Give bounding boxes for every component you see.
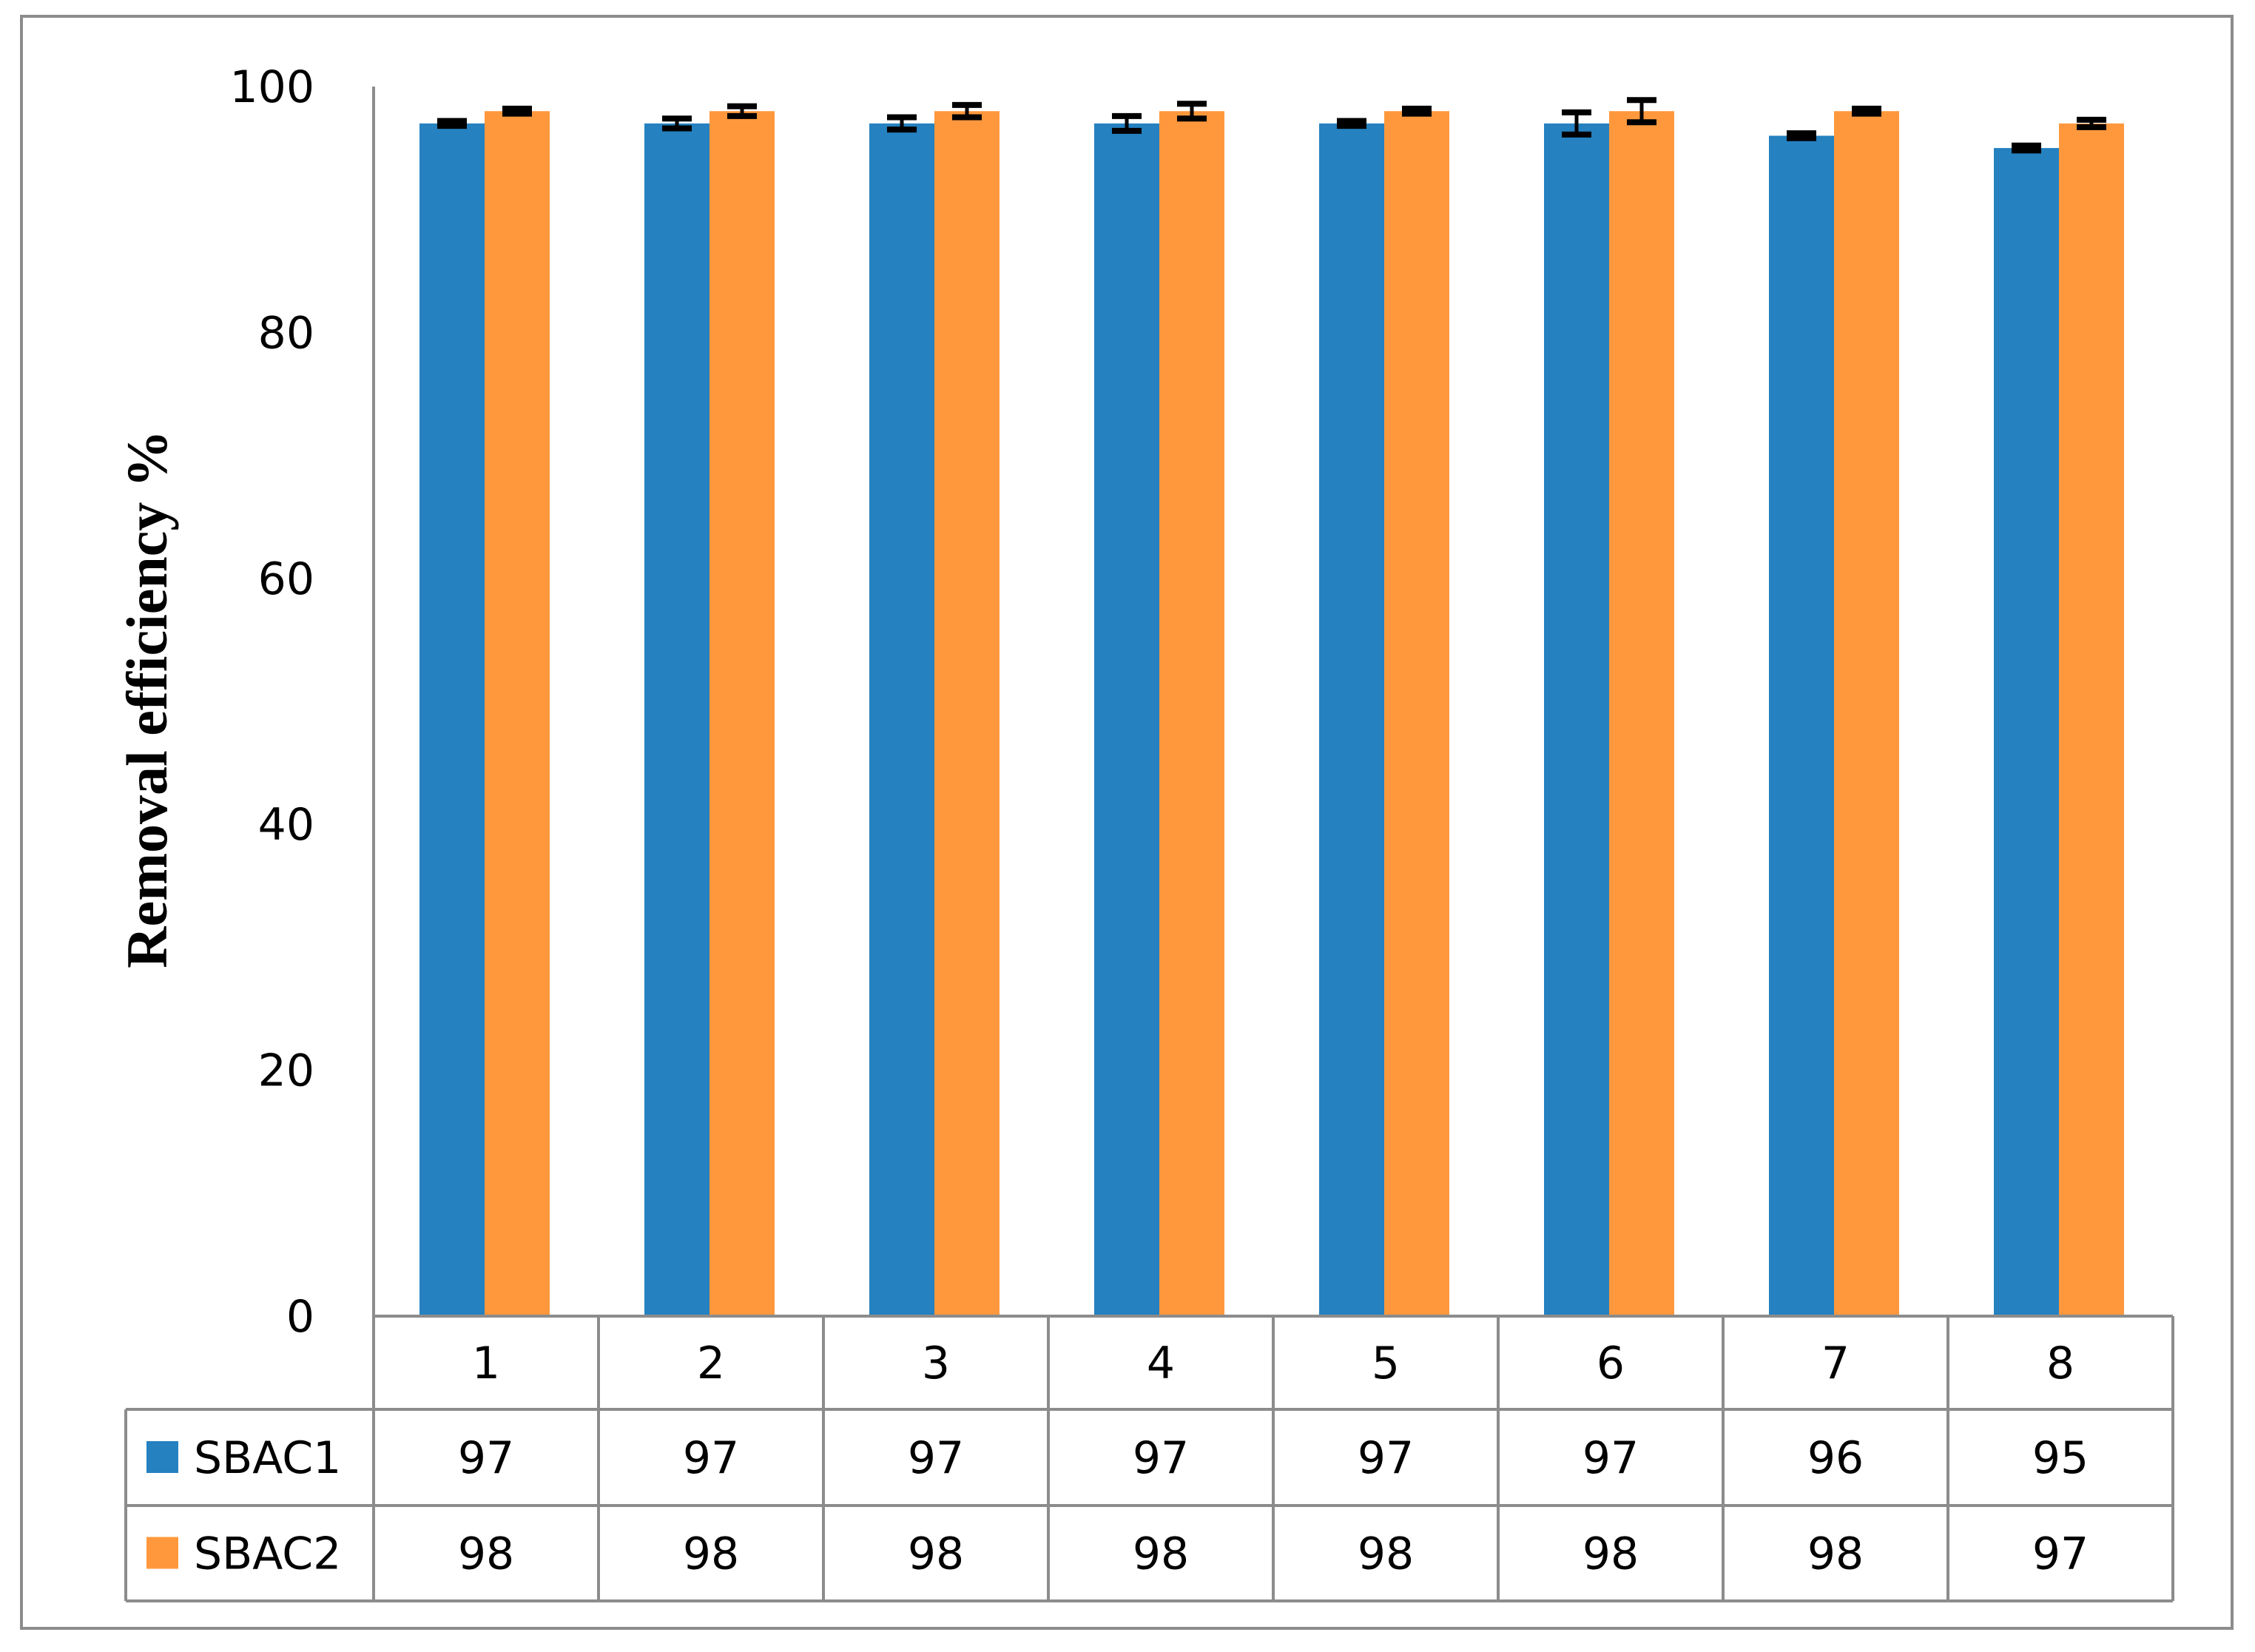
x-category-label: 3 (922, 1338, 950, 1389)
x-category-label: 6 (1597, 1338, 1625, 1389)
legend-label-SBAC2: SBAC2 (194, 1528, 341, 1580)
bar-SBAC1-8 (1994, 148, 2059, 1317)
data-table-value: 97 (683, 1432, 739, 1484)
data-table-value: 97 (1582, 1432, 1639, 1484)
error-bar-SBAC1-1 (437, 118, 467, 129)
error-bar-SBAC1-7 (1787, 130, 1816, 141)
data-table-value: 97 (458, 1432, 514, 1484)
legend-label-SBAC1: SBAC1 (194, 1432, 341, 1484)
data-table-value: 96 (1807, 1432, 1864, 1484)
bar-SBAC1-4 (1094, 123, 1159, 1317)
data-table-value: 95 (2032, 1432, 2089, 1484)
error-bar-SBAC2-6 (1627, 97, 1656, 126)
bar-SBAC2-5 (1384, 111, 1449, 1317)
x-category-label: 7 (1821, 1338, 1850, 1389)
error-bar-SBAC2-2 (727, 103, 757, 119)
data-table-value: 97 (1133, 1432, 1189, 1484)
x-category-label: 4 (1147, 1338, 1175, 1389)
data-table-value: 98 (458, 1528, 514, 1580)
data-table-value: 98 (683, 1528, 739, 1580)
data-table-value: 98 (1582, 1528, 1639, 1580)
data-table-value: 98 (1133, 1528, 1189, 1580)
bar-SBAC2-3 (934, 111, 1000, 1317)
error-bar-SBAC2-5 (1402, 105, 1432, 117)
data-table-value: 98 (1807, 1528, 1864, 1580)
data-table-value: 98 (908, 1528, 964, 1580)
error-bar-SBAC1-5 (1337, 118, 1366, 129)
y-tick-label: 0 (286, 1291, 314, 1343)
error-bar-SBAC2-8 (2077, 116, 2106, 130)
data-table-value: 98 (1358, 1528, 1414, 1580)
error-bar-SBAC1-8 (2012, 142, 2041, 154)
bar-SBAC1-1 (419, 123, 485, 1317)
data-table-value: 97 (908, 1432, 964, 1484)
y-tick-label: 80 (258, 307, 314, 359)
bar-SBAC2-7 (1834, 111, 1899, 1317)
y-tick-label: 40 (258, 799, 314, 851)
legend-swatch-SBAC2 (146, 1537, 178, 1569)
chart-frame (20, 15, 2234, 1630)
data-table-value: 97 (1358, 1432, 1414, 1484)
bar-SBAC2-4 (1159, 111, 1224, 1317)
error-bar-SBAC2-4 (1177, 101, 1207, 122)
error-bar-SBAC2-1 (502, 105, 532, 117)
bar-SBAC1-3 (869, 123, 934, 1317)
x-category-label: 1 (472, 1338, 500, 1389)
bar-SBAC2-1 (485, 111, 550, 1317)
error-bar-SBAC1-3 (887, 114, 917, 133)
data-table-value: 97 (2032, 1528, 2089, 1580)
bar-SBAC2-6 (1609, 111, 1674, 1317)
bar-SBAC1-5 (1319, 123, 1384, 1317)
error-bar-SBAC1-6 (1562, 109, 1591, 138)
y-tick-label: 60 (258, 553, 314, 605)
bar-SBAC1-6 (1544, 123, 1609, 1317)
x-category-label: 2 (697, 1338, 725, 1389)
y-axis-label: Removal efficiency % (115, 430, 179, 968)
x-category-label: 8 (2046, 1338, 2074, 1389)
legend-swatch-SBAC1 (146, 1441, 178, 1473)
y-tick-label: 100 (229, 61, 314, 113)
error-bar-SBAC2-7 (1852, 105, 1881, 117)
error-bar-SBAC1-4 (1112, 112, 1142, 134)
bar-SBAC2-8 (2059, 123, 2124, 1317)
bar-SBAC2-2 (709, 111, 775, 1317)
x-category-label: 5 (1372, 1338, 1400, 1389)
bar-SBAC1-7 (1769, 135, 1834, 1317)
y-tick-label: 20 (258, 1045, 314, 1097)
error-bar-SBAC2-3 (952, 101, 982, 121)
bar-SBAC1-2 (644, 123, 709, 1317)
error-bar-SBAC1-2 (662, 115, 692, 132)
